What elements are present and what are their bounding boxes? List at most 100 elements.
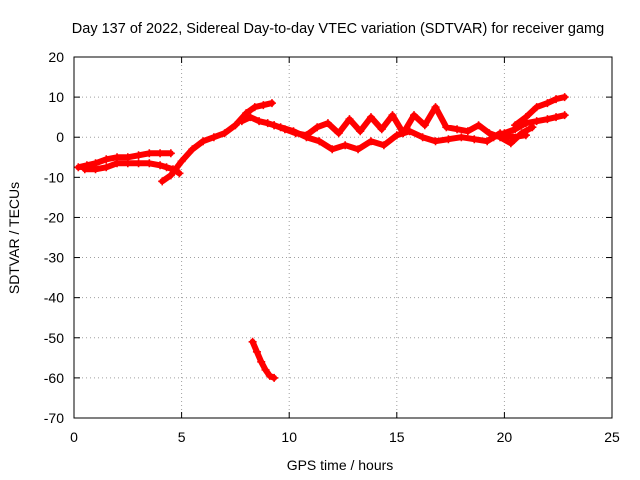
data-point-marker	[289, 127, 298, 136]
data-point-marker	[188, 145, 197, 154]
data-point-marker	[220, 129, 229, 138]
x-tick-label: 10	[281, 429, 297, 445]
data-point-marker	[248, 337, 257, 346]
data-point-marker	[418, 133, 427, 142]
data-point-marker	[252, 347, 261, 356]
data-point-marker	[134, 151, 143, 160]
series-line	[75, 150, 174, 171]
data-point-marker	[485, 129, 494, 138]
data-point-marker	[113, 159, 122, 168]
data-point-marker	[246, 113, 255, 122]
x-axis-label: GPS time / hours	[287, 457, 394, 473]
y-tick-label: -40	[44, 290, 64, 306]
data-point-marker	[323, 119, 332, 128]
data-point-marker	[552, 95, 561, 104]
data-point-marker	[259, 101, 268, 110]
data-point-marker	[177, 157, 186, 166]
data-point-marker	[209, 133, 218, 142]
data-point-marker	[276, 123, 285, 132]
x-tick-label: 0	[70, 429, 78, 445]
y-tick-label: -60	[44, 370, 64, 386]
data-point-marker	[388, 111, 397, 120]
data-point-marker	[345, 115, 354, 124]
chart-title: Day 137 of 2022, Sidereal Day-to-day VTE…	[72, 21, 604, 37]
data-point-marker	[366, 137, 375, 146]
data-point-marker	[328, 145, 337, 154]
data-point-marker	[521, 119, 530, 128]
data-point-marker	[242, 109, 251, 118]
y-tick-label: -10	[44, 169, 64, 185]
data-point-marker	[145, 159, 154, 168]
data-point-marker	[166, 149, 175, 158]
data-point-marker	[156, 161, 165, 170]
data-point-marker	[145, 149, 154, 158]
series-evening-lower	[489, 111, 569, 142]
data-point-marker	[457, 133, 466, 142]
x-tick-label: 15	[389, 429, 405, 445]
data-point-marker	[366, 113, 375, 122]
data-point-marker	[453, 125, 462, 134]
data-point-marker	[543, 99, 552, 108]
data-point-marker	[250, 103, 259, 112]
data-point-marker	[410, 111, 419, 120]
data-point-marker	[506, 139, 515, 148]
data-point-marker	[379, 141, 388, 150]
y-tick-label: -20	[44, 209, 64, 225]
data-point-marker	[470, 135, 479, 144]
data-point-marker	[156, 149, 165, 158]
series-outlier	[248, 337, 279, 382]
data-point-marker	[261, 365, 270, 374]
data-point-marker	[532, 103, 541, 112]
series-evening-upper	[511, 93, 569, 130]
data-series	[74, 93, 569, 382]
data-point-marker	[560, 93, 569, 102]
data-point-marker	[270, 121, 279, 130]
y-tick-label: -70	[44, 410, 64, 426]
data-point-marker	[166, 171, 175, 180]
data-point-marker	[102, 163, 111, 172]
data-point-marker	[134, 159, 143, 168]
data-point-marker	[237, 117, 246, 126]
data-point-marker	[354, 145, 363, 154]
data-point-marker	[257, 357, 266, 366]
y-tick-label: -50	[44, 330, 64, 346]
data-point-marker	[74, 163, 83, 172]
y-axis-label: SDTVAR / TECUs	[6, 182, 22, 294]
data-point-marker	[162, 163, 171, 172]
data-point-marker	[521, 131, 530, 140]
series-early-lower	[80, 159, 184, 178]
data-point-marker	[509, 133, 518, 142]
series-early-upper	[74, 149, 175, 172]
data-point-marker	[313, 123, 322, 132]
data-point-marker	[356, 127, 365, 136]
data-point-marker	[474, 121, 483, 130]
data-point-marker	[532, 117, 541, 126]
data-point-marker	[442, 123, 451, 132]
data-point-marker	[560, 111, 569, 120]
data-point-marker	[483, 137, 492, 146]
data-point-marker	[175, 169, 184, 178]
data-point-marker	[420, 121, 429, 130]
data-point-marker	[405, 127, 414, 136]
data-point-marker	[463, 127, 472, 136]
x-tick-label: 20	[497, 429, 513, 445]
data-point-marker	[431, 103, 440, 112]
axis-ticks: -70 -60 -50 -40 -30 -20 -10 0 10 20 0 5 10 15 20 25	[44, 49, 620, 445]
data-point-marker	[500, 129, 509, 138]
data-point-marker	[231, 121, 240, 130]
data-point-marker	[158, 177, 167, 186]
y-tick-label: 20	[48, 49, 64, 65]
data-point-marker	[552, 113, 561, 122]
data-point-marker	[123, 159, 132, 168]
data-point-marker	[315, 137, 324, 146]
data-point-marker	[302, 133, 311, 142]
data-point-marker	[334, 129, 343, 138]
y-tick-label: 10	[48, 89, 64, 105]
data-point-marker	[543, 115, 552, 124]
data-point-marker	[341, 141, 350, 150]
data-point-marker	[270, 373, 279, 382]
series-midday-b	[276, 123, 530, 154]
x-tick-label: 5	[178, 429, 186, 445]
